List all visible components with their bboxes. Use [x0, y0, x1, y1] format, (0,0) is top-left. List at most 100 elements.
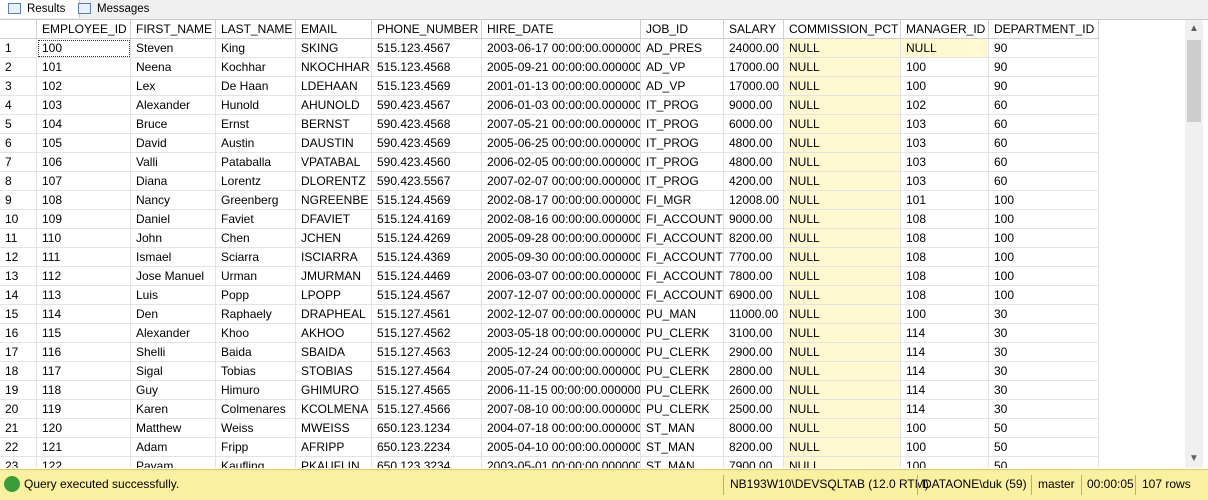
grid-cell: 100	[901, 438, 989, 457]
grid-cell: 103	[901, 172, 989, 191]
grid-cell: 114	[901, 324, 989, 343]
grid-cell: Austin	[216, 134, 296, 153]
tab-bar: Results Messages	[0, 0, 1208, 20]
grid-cell: FI_ACCOUNT	[641, 229, 724, 248]
grid-cell: 108	[901, 248, 989, 267]
grid-cell: 2002-08-17 00:00:00.0000000	[482, 191, 641, 210]
grid-cell: 107	[37, 172, 131, 191]
row-number: 12	[0, 248, 37, 267]
grid-cell: King	[216, 39, 296, 58]
grid-cell: NULL	[784, 457, 901, 468]
grid-cell: 2001-01-13 00:00:00.0000000	[482, 77, 641, 96]
grid-cell: 30	[989, 305, 1099, 324]
grid-cell: 121	[37, 438, 131, 457]
grid-cell: Faviet	[216, 210, 296, 229]
grid-cell: 590.423.4560	[372, 153, 482, 172]
row-number: 3	[0, 77, 37, 96]
grid-cell: 2004-07-18 00:00:00.0000000	[482, 419, 641, 438]
grid-cell: 102	[901, 96, 989, 115]
grid-cell: Ernst	[216, 115, 296, 134]
grid-cell: DAUSTIN	[296, 134, 372, 153]
grid-cell: PU_CLERK	[641, 343, 724, 362]
grid-cell: 100	[989, 248, 1099, 267]
grid-cell: 590.423.4568	[372, 115, 482, 134]
grid-cell: KCOLMENA	[296, 400, 372, 419]
grid-cell: NULL	[784, 172, 901, 191]
scroll-down[interactable]: ▼	[1189, 453, 1199, 464]
grid-cell: 2007-08-10 00:00:00.0000000	[482, 400, 641, 419]
grid-cell: ST_MAN	[641, 438, 724, 457]
grid-cell: Colmenares	[216, 400, 296, 419]
grid-cell: 2900.00	[724, 343, 784, 362]
grid-cell: 2500.00	[724, 400, 784, 419]
scroll-thumb[interactable]	[1187, 40, 1201, 122]
grid-cell: 103	[901, 115, 989, 134]
row-number: 11	[0, 229, 37, 248]
grid-cell: PU_MAN	[641, 305, 724, 324]
row-number: 2	[0, 58, 37, 77]
separator	[1081, 475, 1082, 495]
grid-cell: Lorentz	[216, 172, 296, 191]
column-header: FIRST_NAME	[131, 20, 216, 39]
grid-cell: 515.124.4567	[372, 286, 482, 305]
grid-cell: 116	[37, 343, 131, 362]
column-header: PHONE_NUMBER	[372, 20, 482, 39]
results-tab[interactable]: Results	[0, 0, 80, 18]
grid-cell: Raphaely	[216, 305, 296, 324]
grid-cell: NULL	[901, 39, 989, 58]
grid-cell: 515.124.4569	[372, 191, 482, 210]
tab-icon	[8, 3, 21, 14]
grid-cell: 60	[989, 134, 1099, 153]
grid-cell: AHUNOLD	[296, 96, 372, 115]
grid-cell: NULL	[784, 343, 901, 362]
grid-cell: Luis	[131, 286, 216, 305]
grid-cell: 108	[901, 229, 989, 248]
grid-cell: NULL	[784, 324, 901, 343]
grid-cell: 114	[901, 362, 989, 381]
grid-cell: ST_MAN	[641, 419, 724, 438]
tab-icon	[78, 3, 91, 14]
grid-cell: 2006-01-03 00:00:00.0000000	[482, 96, 641, 115]
grid-cell: 105	[37, 134, 131, 153]
grid-cell: 60	[989, 153, 1099, 172]
grid-cell: 2005-06-25 00:00:00.0000000	[482, 134, 641, 153]
grid-cell: Kaufling	[216, 457, 296, 468]
grid-cell: NULL	[784, 229, 901, 248]
grid-cell: Himuro	[216, 381, 296, 400]
grid-cell: 2003-05-18 00:00:00.0000000	[482, 324, 641, 343]
grid-cell: SKING	[296, 39, 372, 58]
grid-cell: PU_CLERK	[641, 324, 724, 343]
grid-cell: 60	[989, 172, 1099, 191]
separator	[917, 475, 918, 495]
grid-cell: 2600.00	[724, 381, 784, 400]
grid-cell: 103	[901, 134, 989, 153]
grid-cell: NULL	[784, 419, 901, 438]
column-header: JOB_ID	[641, 20, 724, 39]
grid-cell: IT_PROG	[641, 96, 724, 115]
messages-tab[interactable]: Messages	[70, 0, 179, 18]
grid-cell: 30	[989, 400, 1099, 419]
grid-cell: Popp	[216, 286, 296, 305]
grid-cell: PU_CLERK	[641, 362, 724, 381]
grid-cell: 114	[901, 400, 989, 419]
grid-cell: 515.124.4369	[372, 248, 482, 267]
vertical-scrollbar[interactable]	[1185, 20, 1203, 468]
grid-cell: Neena	[131, 58, 216, 77]
grid-cell: 2007-12-07 00:00:00.0000000	[482, 286, 641, 305]
grid-cell: Matthew	[131, 419, 216, 438]
row-number: 14	[0, 286, 37, 305]
row-number: 23	[0, 457, 37, 468]
grid-cell: 30	[989, 343, 1099, 362]
grid-cell: ST_MAN	[641, 457, 724, 468]
grid-cell: FI_ACCOUNT	[641, 248, 724, 267]
grid-cell: 7900.00	[724, 457, 784, 468]
grid-cell: 100	[901, 58, 989, 77]
scroll-up[interactable]: ▲	[1189, 23, 1199, 34]
grid-cell: NULL	[784, 362, 901, 381]
grid-cell: NULL	[784, 286, 901, 305]
grid-cell: 515.127.4562	[372, 324, 482, 343]
grid-cell: 114	[901, 381, 989, 400]
grid-cell: Karen	[131, 400, 216, 419]
grid-cell: 113	[37, 286, 131, 305]
grid-cell: NULL	[784, 58, 901, 77]
